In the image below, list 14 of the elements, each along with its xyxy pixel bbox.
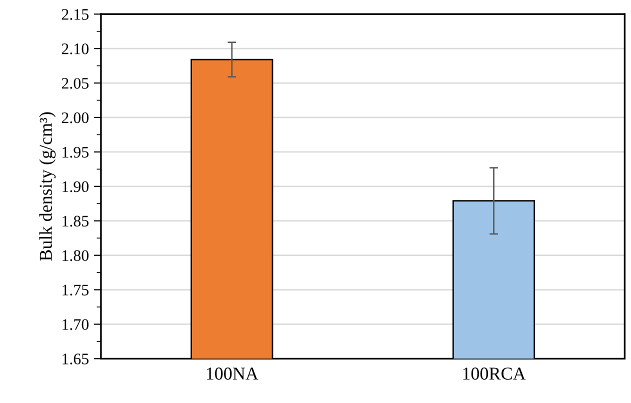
y-tick-label: 1.70 xyxy=(62,319,89,330)
y-tick-label: 1.85 xyxy=(62,216,89,227)
y-tick-label: 2.00 xyxy=(62,112,89,124)
y-tick-label: 2.15 xyxy=(62,9,89,20)
y-tick-label: 1.90 xyxy=(62,181,89,192)
y-tick-label: 1.80 xyxy=(62,250,89,262)
y-tick-label: 1.95 xyxy=(62,146,89,158)
x-tick-label: 100RCA xyxy=(463,368,526,380)
y-tick-label: 1.75 xyxy=(62,284,89,296)
y-tick-label: 2.05 xyxy=(62,78,89,89)
y-axis-title: Bulk density (g/cm³) xyxy=(39,112,56,261)
x-tick-label: 100NA xyxy=(206,368,258,380)
y-tick-label: 2.10 xyxy=(62,43,89,54)
y-tick-label: 1.65 xyxy=(62,354,89,364)
